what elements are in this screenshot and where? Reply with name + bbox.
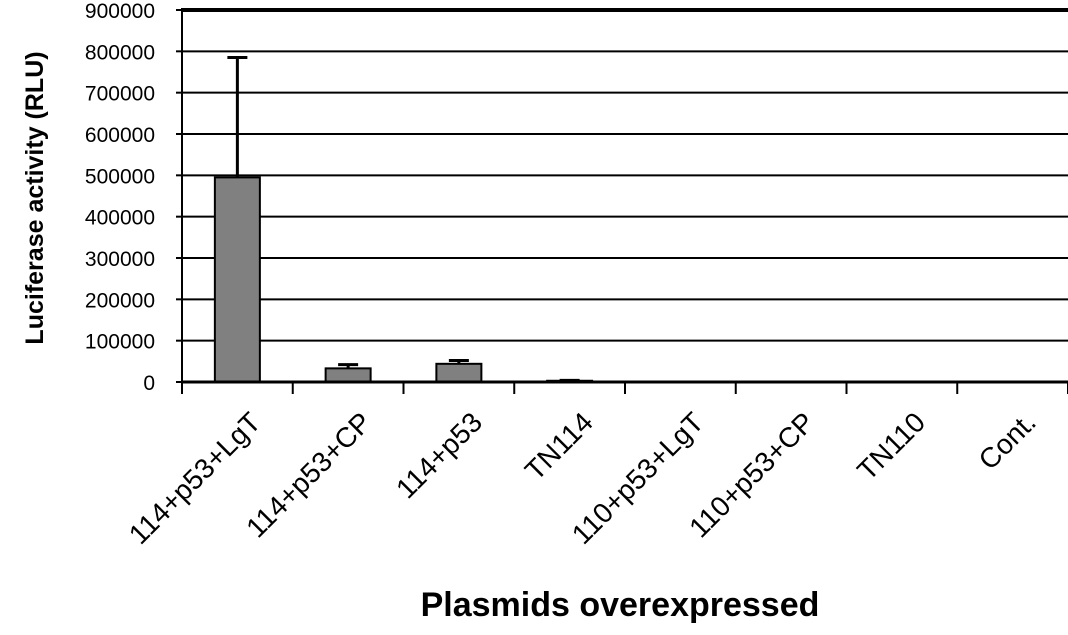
y-tick-label-600000: 600000	[85, 124, 155, 147]
x-tick-label-2: 114+p53	[390, 406, 488, 504]
y-tick-label-700000: 700000	[85, 83, 155, 106]
bar-2	[435, 362, 483, 383]
y-tick-label-500000: 500000	[85, 165, 155, 188]
x-tick-label-6: TN110	[851, 406, 931, 486]
axes	[176, 8, 1068, 394]
x-axis-label: Plasmids overexpressed	[421, 586, 820, 624]
y-tick-label-0: 0	[143, 372, 155, 395]
x-tick-label-7: Cont.	[973, 406, 1042, 475]
y-tick-label-900000: 900000	[85, 0, 155, 23]
y-tick-label-200000: 200000	[85, 289, 155, 312]
gridlines	[182, 8, 1068, 342]
bar-0	[213, 176, 261, 383]
x-tick-label-3: TN114	[519, 406, 599, 486]
bar-1	[324, 367, 372, 383]
y-tick-label-400000: 400000	[85, 207, 155, 230]
y-tick-label-300000: 300000	[85, 248, 155, 271]
y-axis-label: Luciferase activity (RLU)	[21, 51, 49, 344]
bars	[213, 56, 594, 384]
x-tick-label-0: 114+p53+LgT	[123, 406, 267, 550]
y-tick-label-800000: 800000	[85, 41, 155, 64]
y-tick-label-100000: 100000	[85, 331, 155, 354]
